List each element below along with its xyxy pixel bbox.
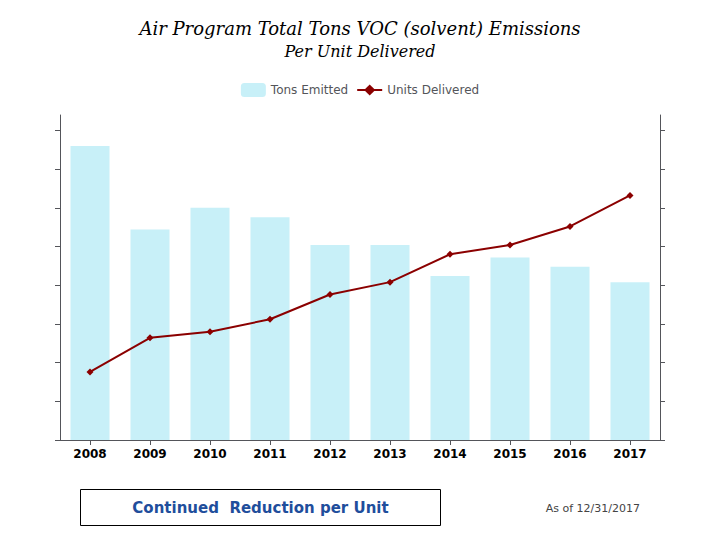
svg-text:Units Delivered: Units Delivered (387, 83, 479, 97)
svg-text:2008: 2008 (73, 447, 106, 461)
svg-text:2010: 2010 (193, 447, 226, 461)
svg-text:Continued Reduction per Unit: Continued Reduction per Unit (132, 499, 388, 517)
svg-text:2015: 2015 (493, 447, 526, 461)
svg-text:2014: 2014 (433, 447, 466, 461)
svg-text:2009: 2009 (133, 447, 166, 461)
svg-text:Tons Emitted: Tons Emitted (270, 83, 348, 97)
svg-text:2017: 2017 (613, 447, 646, 461)
svg-text:Air Program Total Tons VOC (so: Air Program Total Tons VOC (solvent) Emi… (137, 18, 580, 39)
svg-text:2012: 2012 (313, 447, 346, 461)
svg-text:Per Unit Delivered: Per Unit Delivered (283, 42, 435, 61)
svg-text:2013: 2013 (373, 447, 406, 461)
svg-text:As of 12/31/2017: As of 12/31/2017 (546, 502, 640, 515)
svg-text:2016: 2016 (553, 447, 586, 461)
svg-text:2011: 2011 (253, 447, 286, 461)
